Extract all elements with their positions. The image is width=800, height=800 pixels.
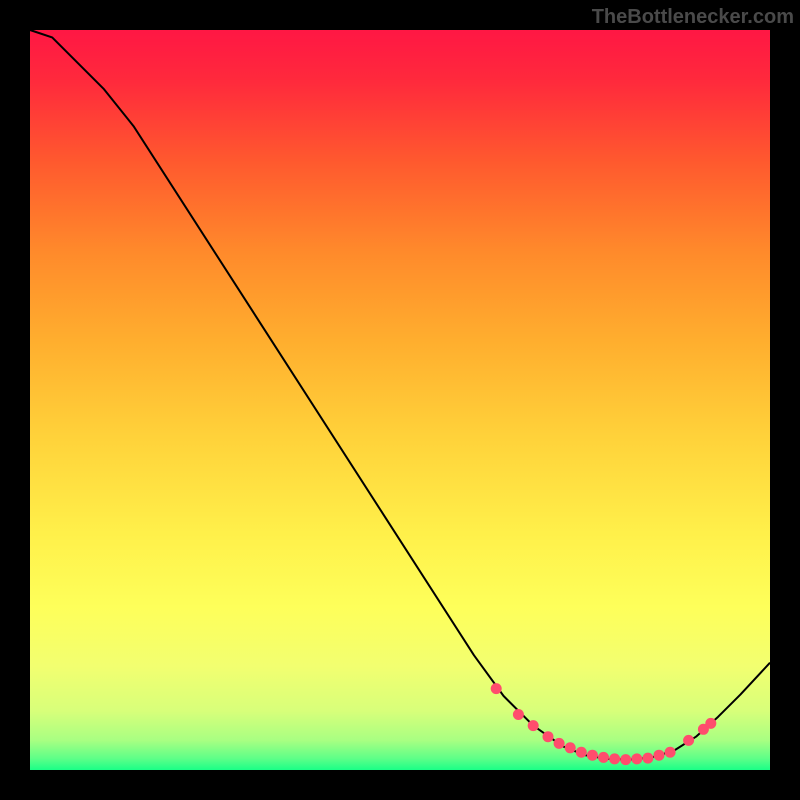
marker-point [565, 742, 576, 753]
marker-point [705, 718, 716, 729]
marker-group [491, 683, 717, 765]
marker-point [631, 753, 642, 764]
watermark-text: TheBottlenecker.com [592, 6, 794, 29]
marker-point [554, 738, 565, 749]
marker-point [609, 753, 620, 764]
marker-point [528, 720, 539, 731]
marker-point [665, 747, 676, 758]
curve-line [30, 30, 770, 760]
marker-point [654, 750, 665, 761]
marker-point [683, 735, 694, 746]
marker-point [513, 709, 524, 720]
chart-container: TheBottlenecker.com [0, 0, 800, 800]
chart-svg [30, 30, 770, 770]
marker-point [543, 731, 554, 742]
marker-point [620, 754, 631, 765]
marker-point [576, 747, 587, 758]
marker-point [642, 753, 653, 764]
marker-point [587, 750, 598, 761]
plot-area [30, 30, 770, 770]
marker-point [598, 752, 609, 763]
marker-point [491, 683, 502, 694]
